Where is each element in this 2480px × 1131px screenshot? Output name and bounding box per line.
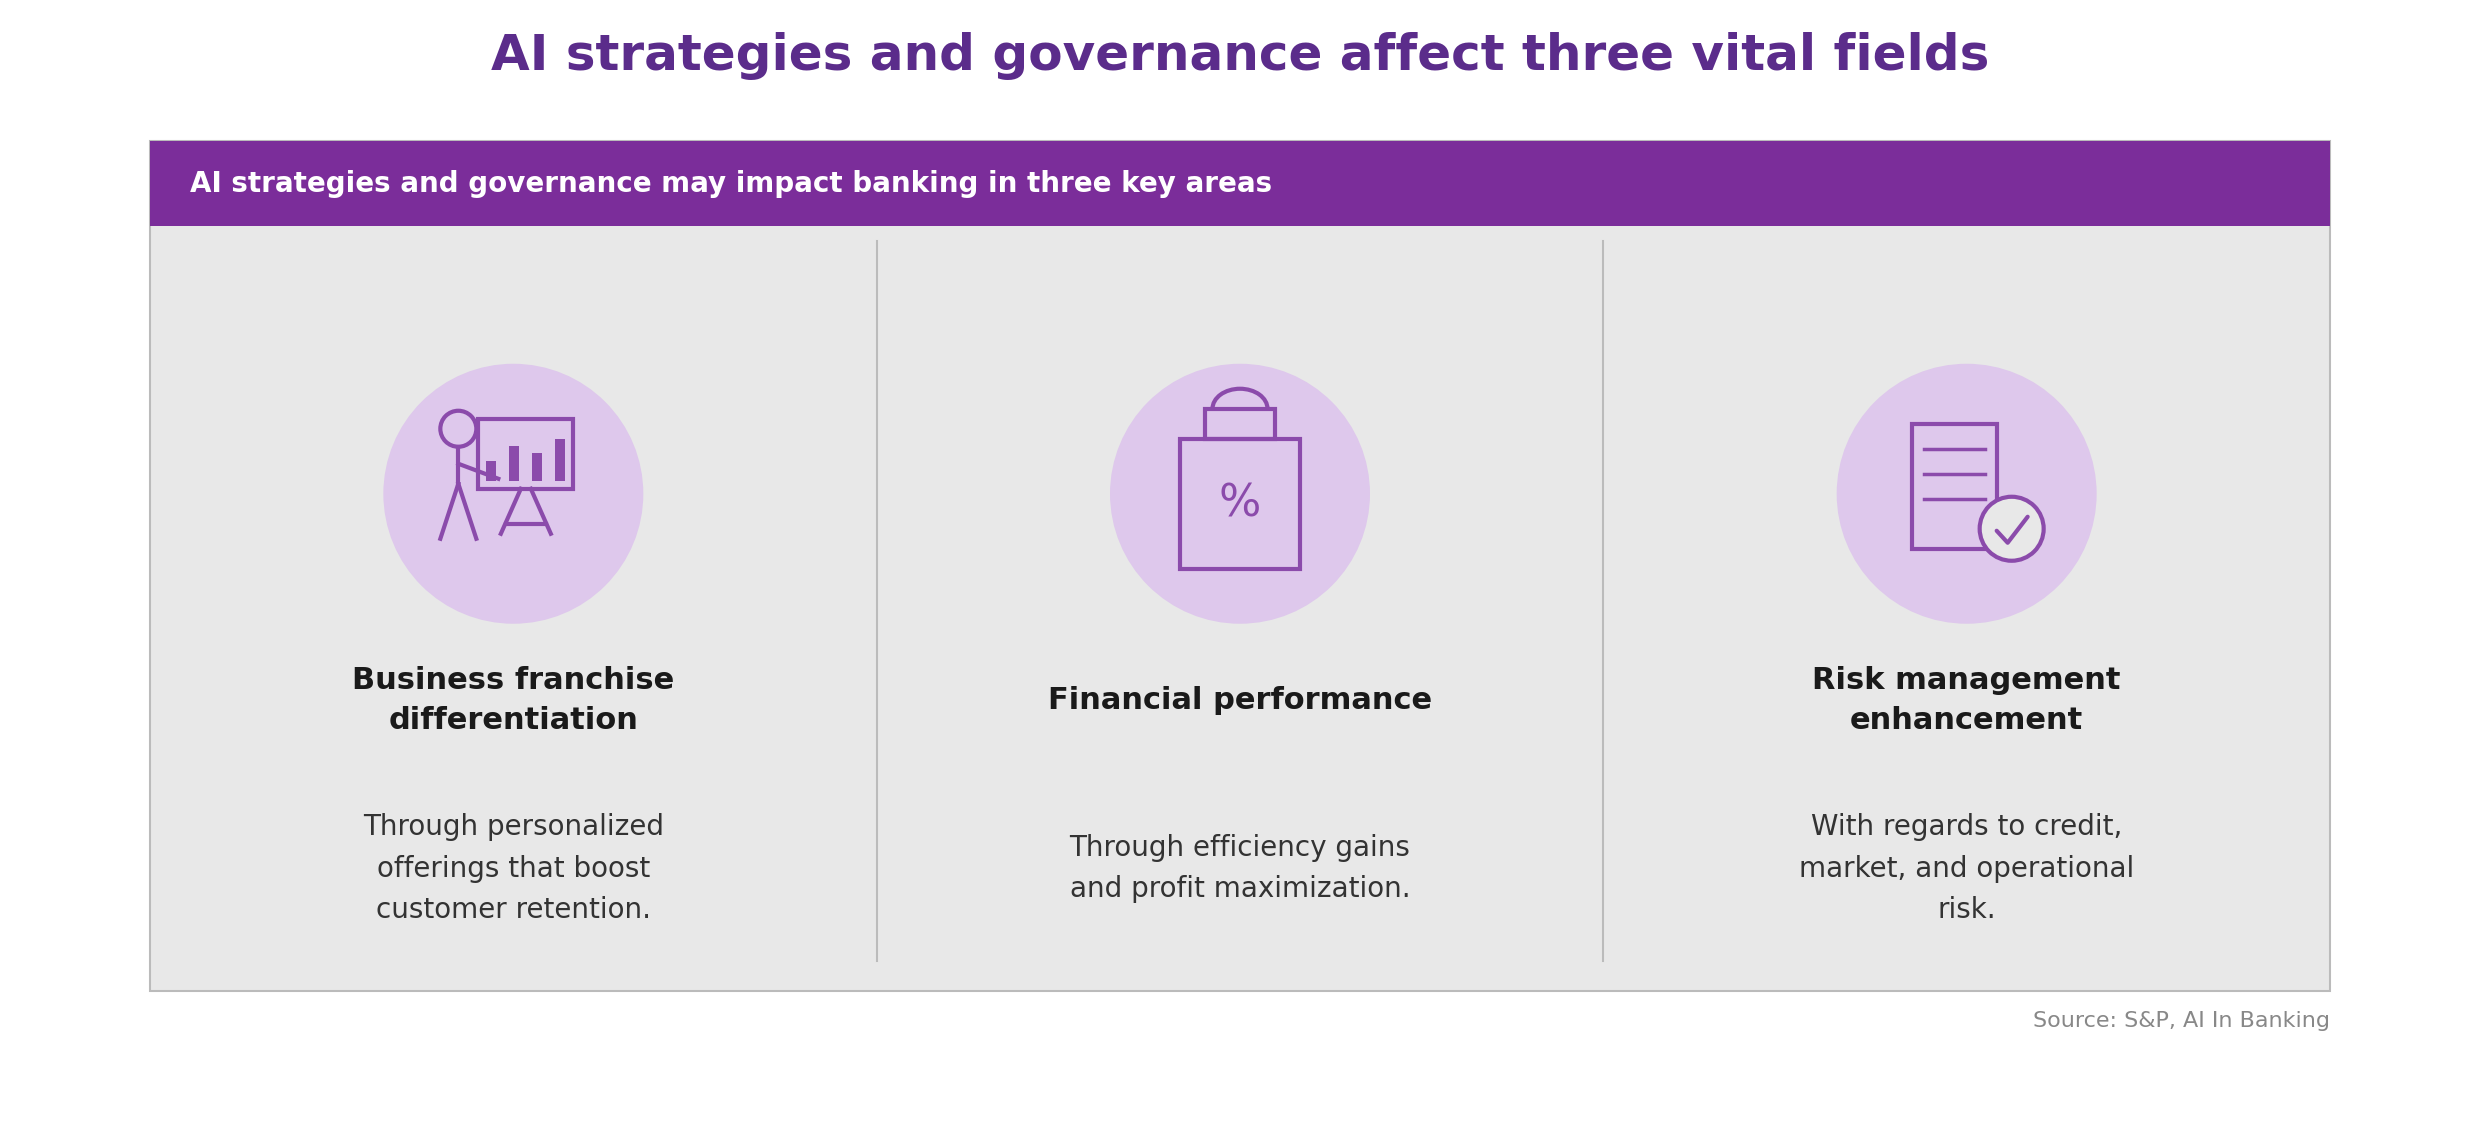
FancyBboxPatch shape bbox=[149, 141, 2331, 226]
Bar bbox=[479, 418, 573, 489]
Bar bbox=[508, 446, 518, 481]
Circle shape bbox=[1979, 497, 2044, 561]
Ellipse shape bbox=[384, 364, 642, 624]
Ellipse shape bbox=[1838, 364, 2096, 624]
Bar bbox=[556, 439, 565, 481]
Text: Risk management
enhancement: Risk management enhancement bbox=[1813, 665, 2120, 735]
FancyBboxPatch shape bbox=[149, 141, 2331, 991]
Text: AI strategies and governance may impact banking in three key areas: AI strategies and governance may impact … bbox=[191, 170, 1272, 198]
Text: Through efficiency gains
and profit maximization.: Through efficiency gains and profit maxi… bbox=[1069, 834, 1411, 904]
Bar bbox=[1205, 408, 1275, 439]
Text: Source: S&P, AI In Banking: Source: S&P, AI In Banking bbox=[2034, 1011, 2331, 1031]
Bar bbox=[486, 460, 496, 481]
Bar bbox=[1912, 424, 1996, 549]
Text: Business franchise
differentiation: Business franchise differentiation bbox=[352, 665, 675, 735]
Text: AI strategies and governance affect three vital fields: AI strategies and governance affect thre… bbox=[491, 32, 1989, 80]
Text: %: % bbox=[1218, 482, 1262, 525]
Bar bbox=[533, 452, 543, 481]
Bar bbox=[1180, 439, 1300, 569]
Text: Through personalized
offerings that boost
customer retention.: Through personalized offerings that boos… bbox=[362, 813, 665, 924]
Ellipse shape bbox=[1111, 364, 1369, 624]
Text: Financial performance: Financial performance bbox=[1049, 685, 1431, 715]
Text: With regards to credit,
market, and operational
risk.: With regards to credit, market, and oper… bbox=[1798, 813, 2135, 924]
